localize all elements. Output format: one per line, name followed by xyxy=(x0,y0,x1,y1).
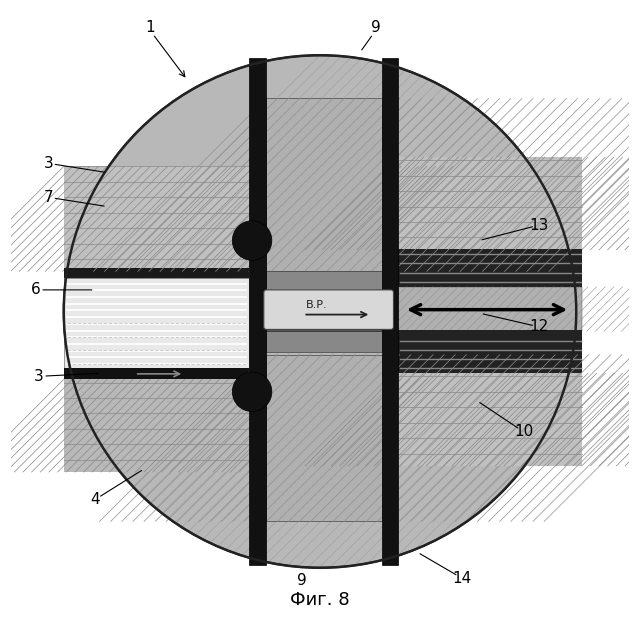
Bar xyxy=(266,354,381,521)
Text: 4: 4 xyxy=(90,492,99,507)
Text: 7: 7 xyxy=(44,190,53,205)
Text: 10: 10 xyxy=(514,424,533,439)
Bar xyxy=(64,277,249,370)
Bar xyxy=(398,373,582,466)
Text: 9: 9 xyxy=(371,20,380,35)
Circle shape xyxy=(232,372,272,412)
Bar xyxy=(398,249,582,287)
Bar xyxy=(398,287,582,331)
Bar xyxy=(398,157,582,250)
Bar xyxy=(64,368,249,379)
Text: 9: 9 xyxy=(296,573,307,587)
Text: 1: 1 xyxy=(145,20,155,35)
Polygon shape xyxy=(266,331,381,351)
Circle shape xyxy=(64,55,576,568)
Bar xyxy=(64,379,249,472)
Bar xyxy=(381,59,398,564)
Bar xyxy=(64,269,249,277)
Bar xyxy=(64,166,249,272)
Text: 13: 13 xyxy=(529,217,549,232)
Bar xyxy=(249,59,266,564)
Text: 3: 3 xyxy=(34,369,44,384)
Text: В.Р.: В.Р. xyxy=(305,300,327,310)
Bar xyxy=(266,98,381,272)
Bar xyxy=(398,330,582,373)
Text: 3: 3 xyxy=(44,156,53,171)
Text: 14: 14 xyxy=(452,571,472,586)
FancyBboxPatch shape xyxy=(264,290,394,330)
Text: Фиг. 8: Фиг. 8 xyxy=(290,591,350,609)
Bar xyxy=(266,292,381,331)
Polygon shape xyxy=(266,272,381,292)
Text: 12: 12 xyxy=(529,320,549,335)
Circle shape xyxy=(232,221,272,260)
Text: 6: 6 xyxy=(31,282,41,297)
